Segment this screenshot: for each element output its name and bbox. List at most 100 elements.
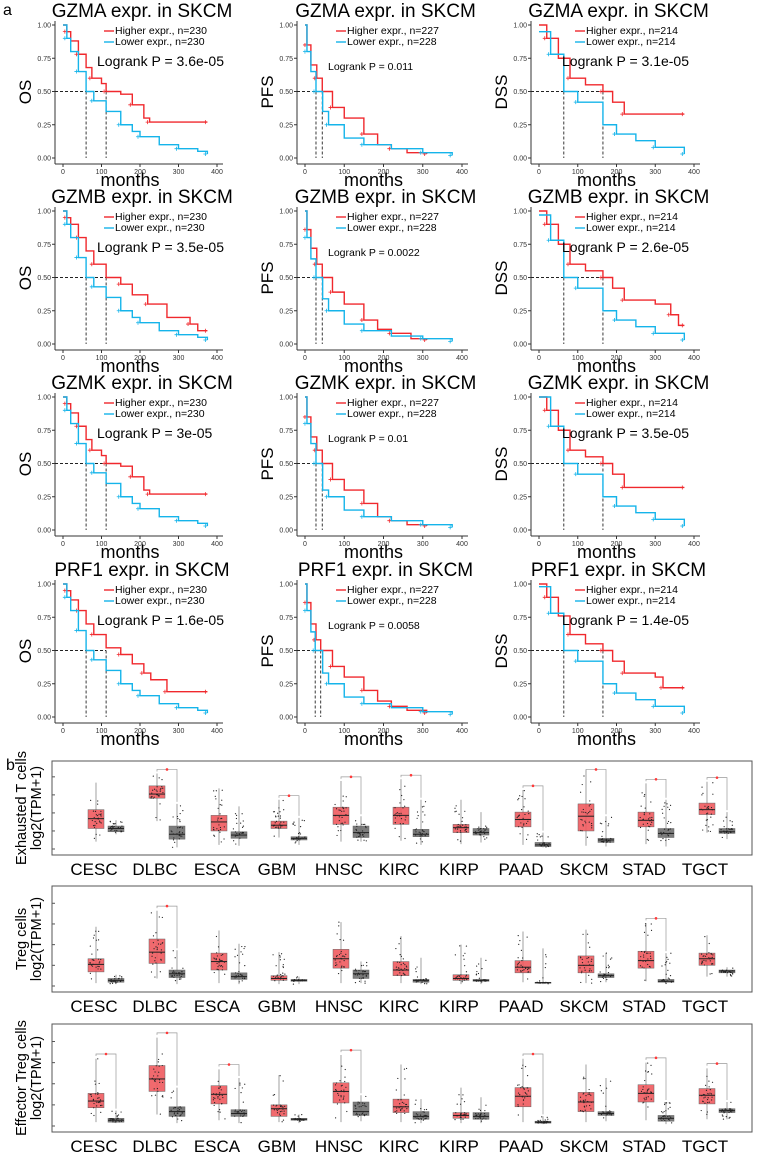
sample-point: [465, 971, 468, 973]
sample-point: [725, 816, 727, 818]
sample-point: [341, 955, 344, 957]
sample-point: [171, 976, 173, 978]
sample-point: [424, 801, 427, 803]
chart-title: GZMK expr. in SKCM: [528, 373, 710, 394]
legend-label-higher: Higher expr., n=227: [347, 584, 439, 596]
sample-point: [273, 835, 275, 837]
sample-point: [587, 961, 589, 963]
sample-point: [465, 831, 467, 833]
sample-point: [643, 814, 645, 816]
sample-point: [661, 1119, 663, 1122]
censor-mark: [116, 282, 121, 287]
sample-point: [155, 789, 157, 791]
sample-point: [606, 978, 608, 981]
y-tick-label: 1.00: [513, 582, 527, 589]
censor-mark: [203, 689, 208, 694]
sample-point: [398, 969, 400, 972]
censor-mark: [620, 298, 625, 303]
censor-mark: [359, 318, 364, 323]
sample-point: [484, 979, 486, 981]
sample-point: [212, 1099, 215, 1101]
sample-point: [156, 948, 158, 951]
sample-point: [355, 970, 357, 972]
sample-point: [363, 832, 366, 834]
sample-point: [728, 1110, 730, 1112]
x-axis-label: months: [577, 729, 636, 749]
y-tick-label: 0.50: [279, 648, 293, 655]
sample-point: [707, 830, 709, 832]
sample-point: [154, 1094, 157, 1096]
panel-border: [51, 885, 753, 993]
significance-marker: [349, 775, 353, 779]
sample-point: [155, 946, 157, 948]
sample-point: [587, 1093, 589, 1095]
sample-point: [584, 820, 586, 822]
sample-point: [272, 825, 274, 827]
legend-label-lower: Lower expr., n=230: [115, 222, 205, 234]
sample-point: [153, 1068, 155, 1070]
censor-mark: [448, 153, 453, 158]
panel-border: [51, 1023, 753, 1133]
y-axis-label: OS: [16, 639, 35, 664]
sample-point: [276, 974, 278, 976]
sample-point: [357, 1101, 359, 1103]
sample-point: [527, 978, 529, 980]
sample-point: [91, 819, 93, 822]
sample-point: [415, 980, 418, 982]
sample-point: [218, 829, 220, 832]
sample-point: [650, 957, 652, 960]
sample-point: [234, 1110, 236, 1112]
sample-point: [724, 832, 726, 834]
sample-point: [476, 970, 478, 973]
sample-point: [216, 952, 218, 954]
sample-point: [456, 831, 458, 833]
censor-mark: [612, 691, 617, 696]
sample-point: [601, 838, 603, 841]
sample-point: [179, 819, 181, 821]
category-label: TGCT: [682, 997, 728, 1016]
sample-point: [357, 1103, 359, 1105]
sample-point: [465, 977, 468, 980]
sample-point: [213, 971, 215, 974]
sample-point: [219, 826, 222, 829]
censor-mark: [448, 339, 453, 344]
sample-point: [111, 828, 113, 831]
sample-point: [639, 816, 641, 819]
sample-point: [214, 1097, 216, 1099]
sample-point: [400, 818, 403, 820]
sample-point: [152, 775, 154, 777]
sample-point: [647, 963, 649, 966]
sample-point: [335, 1089, 337, 1091]
sample-point: [728, 970, 730, 972]
sample-point: [121, 975, 123, 978]
sample-point: [642, 818, 645, 820]
sample-point: [402, 1106, 404, 1108]
sample-point: [153, 948, 155, 950]
sample-point: [476, 1114, 478, 1116]
sample-point: [365, 974, 367, 976]
sample-point: [338, 925, 340, 927]
sample-point: [665, 982, 667, 985]
sample-point: [361, 823, 363, 825]
censor-mark: [203, 524, 208, 529]
sample-point: [483, 828, 485, 830]
sample-point: [171, 846, 174, 848]
sample-point: [224, 1118, 226, 1120]
sample-point: [581, 970, 583, 972]
sample-point: [152, 935, 155, 937]
y-tick-label: 1.00: [279, 395, 293, 402]
sample-point: [242, 1115, 244, 1117]
sample-point: [98, 930, 100, 933]
y-axis-label: Treg cells: [14, 908, 30, 970]
sample-point: [417, 981, 419, 983]
sample-point: [237, 834, 239, 836]
sample-point: [663, 828, 666, 830]
sample-point: [220, 965, 223, 967]
sample-point: [707, 806, 709, 808]
sample-point: [475, 980, 477, 982]
sample-point: [162, 1081, 164, 1084]
sample-point: [479, 834, 482, 836]
sample-point: [158, 777, 160, 779]
x-tick-label: 300: [649, 728, 661, 735]
x-axis-label: months: [577, 170, 636, 190]
